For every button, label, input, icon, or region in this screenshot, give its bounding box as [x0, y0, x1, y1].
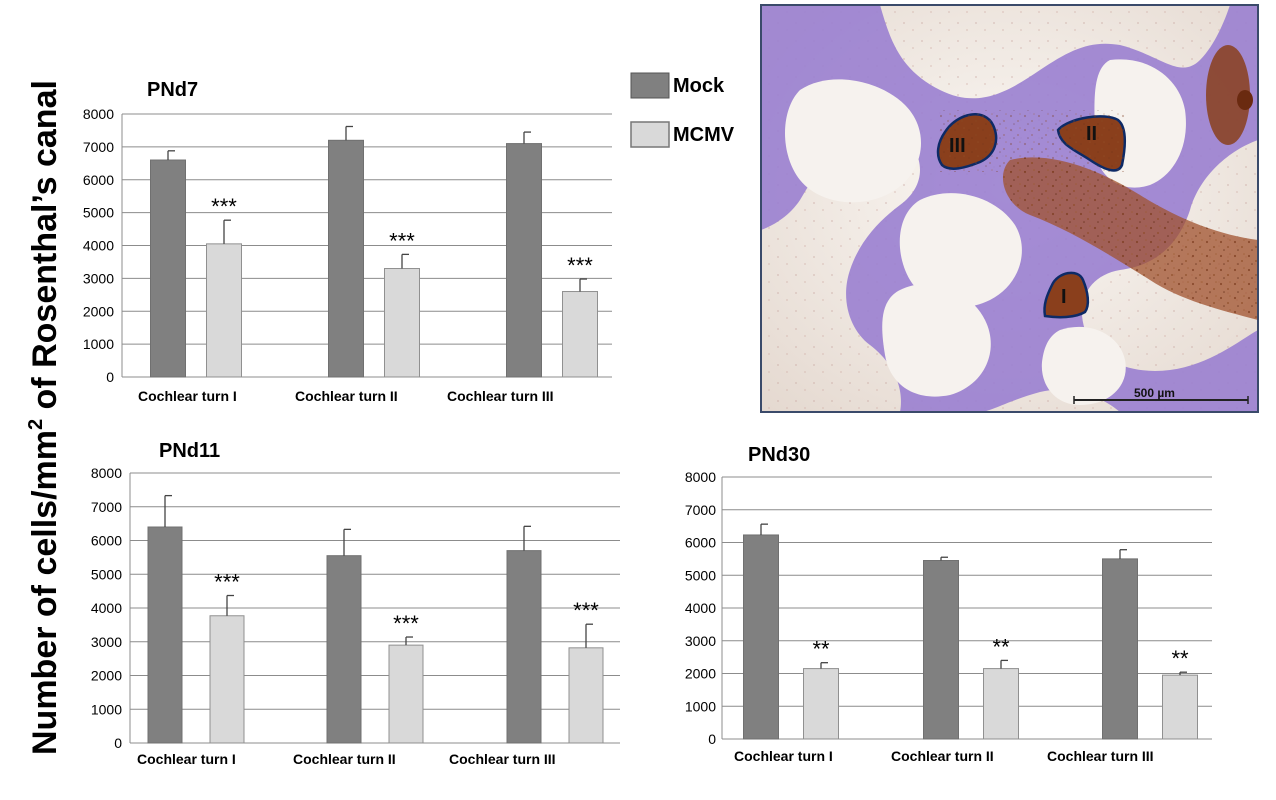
bar-mock — [1102, 558, 1138, 740]
legend: Mock MCMV — [630, 72, 735, 148]
significance-label: ** — [812, 637, 830, 662]
micrograph-cavity — [785, 79, 922, 203]
scale-bar-label: 500 µm — [1134, 386, 1175, 400]
bar-mcmv — [568, 647, 604, 744]
y-tick-label: 2000 — [91, 668, 122, 684]
significance-label: *** — [389, 228, 415, 253]
region-label-i: I — [1061, 286, 1067, 308]
svg-text:Number of cells/mm2 of Rosent: Number of cells/mm2 of Rosenthal’s canal — [25, 80, 64, 755]
y-tick-label: 8000 — [83, 106, 114, 122]
x-category-label: Cochlear turn I — [137, 751, 236, 767]
micrograph-cavity — [899, 193, 1022, 308]
y-tick-label: 6000 — [685, 535, 716, 551]
chart-pnd7: PNd7 0 1000 2000 3000 4000 5000 6000 7000 8000 ***… — [83, 79, 612, 404]
y-tick-label: 7000 — [83, 139, 114, 155]
y-tick-label: 2000 — [685, 666, 716, 682]
bar-mock — [506, 143, 542, 378]
bar-mock — [743, 534, 779, 740]
legend-swatch-mcmv — [630, 121, 670, 148]
bar-mcmv — [1162, 674, 1198, 740]
significance-label: *** — [393, 611, 419, 636]
bar-mcmv — [209, 615, 245, 744]
bar-mcmv — [983, 668, 1019, 740]
legend-label-mcmv: MCMV — [673, 124, 735, 146]
y-tick-label: 1000 — [685, 698, 716, 714]
x-category-label: Cochlear turn I — [734, 748, 833, 764]
bar-mock — [506, 550, 542, 744]
significance-label: *** — [211, 194, 237, 219]
charts: PNd7010002000300040005000600070008000***… — [83, 79, 1212, 767]
bar-mcmv — [388, 644, 424, 744]
y-axis-label-suffix: of Rosenthal’s canal — [26, 80, 64, 419]
y-tick-label: 2000 — [83, 303, 114, 319]
x-category-label: Cochlear turn II — [295, 388, 398, 404]
y-tick-label: 8000 — [91, 465, 122, 481]
region-texture — [940, 110, 1125, 172]
y-tick-label: 4000 — [91, 600, 122, 616]
x-category-label: Cochlear turn II — [891, 748, 994, 764]
x-category-label: Cochlear turn III — [1047, 748, 1154, 764]
bar-mcmv — [562, 291, 598, 378]
y-tick-label: 1000 — [91, 701, 122, 717]
bar-mcmv — [384, 268, 420, 378]
bar-mock — [150, 159, 186, 378]
bar-mcmv — [803, 668, 839, 740]
y-tick-label: 5000 — [685, 567, 716, 583]
micrograph-nerve — [1237, 90, 1253, 110]
y-tick-label: 6000 — [83, 172, 114, 188]
bar-mock — [147, 526, 183, 744]
x-category-label: Cochlear turn III — [447, 388, 554, 404]
significance-label: *** — [567, 253, 593, 278]
region-label-iii: III — [949, 135, 966, 157]
y-tick-label: 7000 — [685, 502, 716, 518]
y-axis-label: Number of cells/mm2 of Rosenthal’s canal — [25, 80, 64, 755]
y-tick-label: 3000 — [83, 270, 114, 286]
bar-mock — [326, 555, 362, 744]
chart-title: PNd7 — [147, 79, 198, 101]
y-tick-label: 8000 — [685, 469, 716, 485]
significance-label: ** — [1171, 646, 1189, 671]
legend-swatch-mock — [630, 72, 670, 99]
y-tick-label: 0 — [114, 735, 122, 751]
x-category-label: Cochlear turn III — [449, 751, 556, 767]
micrograph-nerve-texture — [1002, 157, 1258, 320]
y-tick-label: 0 — [106, 369, 114, 385]
micrograph-cavity — [882, 284, 991, 397]
y-tick-label: 3000 — [685, 633, 716, 649]
y-tick-label: 1000 — [83, 336, 114, 352]
y-tick-label: 5000 — [91, 566, 122, 582]
y-tick-label: 3000 — [91, 634, 122, 650]
y-tick-label: 5000 — [83, 205, 114, 221]
micrograph-nerve — [1206, 45, 1250, 145]
micrograph: III II I 500 µm — [760, 4, 1259, 413]
micrograph-cavity — [1041, 326, 1126, 405]
legend-label-mock: Mock — [673, 75, 725, 97]
y-tick-label: 0 — [708, 731, 716, 747]
bar-mcmv — [206, 243, 242, 378]
significance-label: *** — [573, 598, 599, 623]
y-tick-label: 4000 — [685, 600, 716, 616]
y-axis-label-superscript: 2 — [25, 419, 47, 430]
chart-title: PNd11 — [159, 440, 220, 462]
y-tick-label: 6000 — [91, 533, 122, 549]
region-label-ii: II — [1086, 123, 1097, 145]
y-tick-label: 7000 — [91, 499, 122, 515]
chart-pnd30: PNd30 0 1000 2000 3000 4000 5000 6000 7000 8000 **… — [685, 444, 1212, 764]
significance-label: ** — [992, 634, 1010, 659]
micrograph-border — [760, 4, 1259, 413]
bar-mock — [328, 139, 364, 378]
chart-pnd11: PNd11 0 1000 2000 3000 4000 5000 6000 7000 8000 **… — [91, 440, 620, 767]
bar-mock — [923, 560, 959, 740]
x-category-label: Cochlear turn II — [293, 751, 396, 767]
significance-label: *** — [214, 570, 240, 595]
region-outline-i — [1043, 271, 1090, 319]
chart-title: PNd30 — [748, 444, 810, 466]
y-tick-label: 4000 — [83, 238, 114, 254]
y-axis-label-prefix: Number of cells/mm — [26, 430, 64, 755]
x-category-label: Cochlear turn I — [138, 388, 237, 404]
